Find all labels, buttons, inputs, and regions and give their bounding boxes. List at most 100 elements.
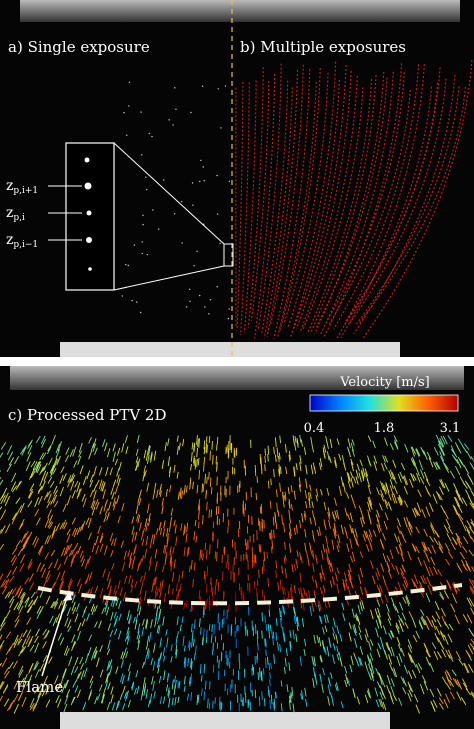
vector — [305, 464, 308, 475]
vector — [400, 568, 405, 576]
vector — [388, 470, 393, 480]
vector — [344, 665, 348, 674]
vector — [387, 618, 392, 627]
vector — [284, 554, 287, 562]
vector — [326, 441, 329, 449]
vector — [403, 517, 408, 528]
particle — [216, 286, 218, 288]
marker-label: zp,i — [6, 205, 25, 223]
vector — [1, 585, 8, 595]
vector — [348, 569, 352, 581]
vector — [283, 522, 286, 533]
vector — [340, 701, 344, 709]
vector — [90, 651, 95, 661]
vector — [141, 538, 145, 546]
vector — [466, 597, 472, 607]
vector — [158, 608, 162, 618]
vector — [375, 619, 380, 629]
vector — [329, 580, 333, 588]
vector — [36, 609, 42, 620]
vector — [94, 604, 98, 612]
vector — [313, 591, 317, 599]
vector — [452, 537, 458, 545]
vector — [27, 606, 33, 614]
vector — [411, 456, 417, 465]
vector — [78, 583, 83, 594]
vector — [206, 444, 208, 454]
vector — [380, 489, 384, 498]
vector — [378, 620, 383, 629]
vector — [292, 703, 295, 714]
vector — [208, 595, 211, 606]
vector — [112, 497, 116, 507]
vector — [196, 484, 199, 494]
vector — [53, 558, 59, 569]
vector — [81, 520, 86, 531]
vector — [465, 688, 471, 696]
vector — [374, 608, 379, 618]
vector — [433, 566, 438, 575]
vector — [392, 459, 397, 468]
vector — [373, 455, 378, 464]
particle — [126, 134, 128, 136]
vector — [400, 618, 405, 626]
vector — [48, 656, 53, 664]
vector — [173, 464, 176, 473]
vector — [71, 548, 76, 556]
vector — [41, 688, 47, 697]
vector — [288, 450, 291, 460]
vector — [377, 615, 382, 624]
vector — [323, 614, 327, 624]
vector — [68, 543, 73, 551]
vector — [65, 647, 70, 657]
vector — [84, 653, 89, 664]
vector — [402, 596, 407, 604]
vector — [197, 457, 200, 466]
vector — [193, 562, 196, 571]
vector — [204, 574, 207, 584]
vector — [450, 448, 456, 456]
vector — [50, 497, 55, 505]
vector — [197, 438, 199, 447]
vector — [398, 495, 403, 503]
vector — [13, 456, 20, 465]
vector — [290, 504, 293, 511]
vector — [272, 631, 275, 639]
vector — [71, 594, 76, 603]
vector — [174, 524, 177, 534]
vector — [77, 488, 82, 498]
vector — [469, 587, 474, 596]
vector — [169, 516, 173, 525]
vector — [311, 510, 315, 518]
vector — [7, 588, 13, 598]
particle — [174, 87, 176, 89]
vector — [391, 472, 396, 480]
vector — [326, 614, 329, 623]
vector — [391, 563, 395, 571]
vector — [368, 496, 373, 506]
vector — [303, 648, 306, 656]
vector — [21, 638, 27, 648]
vector — [397, 536, 402, 546]
vector — [166, 637, 169, 648]
vector — [284, 587, 286, 596]
vector — [310, 550, 313, 557]
vector — [382, 532, 386, 541]
vector — [173, 559, 176, 569]
streak — [250, 80, 270, 322]
vector — [423, 471, 429, 482]
particle — [216, 213, 219, 215]
vector — [439, 593, 445, 601]
vector — [141, 626, 145, 637]
vector — [192, 638, 195, 647]
streak — [348, 78, 447, 325]
vector — [384, 437, 388, 446]
vector — [271, 630, 273, 639]
vector — [278, 452, 281, 460]
vector — [279, 466, 282, 474]
vector — [422, 574, 427, 585]
vector — [22, 629, 28, 638]
vector — [47, 476, 53, 484]
vector — [177, 589, 180, 596]
vector — [385, 482, 390, 493]
